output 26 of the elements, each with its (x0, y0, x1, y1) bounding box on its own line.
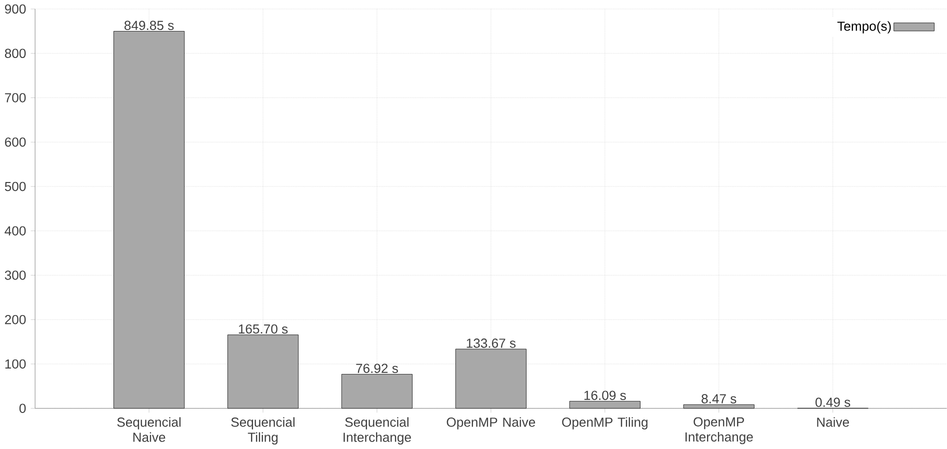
y-tick-label: 100 (5, 359, 26, 369)
x-tick-label: Sequencial Naive (117, 417, 181, 442)
y-tick-label: 200 (5, 315, 26, 324)
data-label: 76.92 s (356, 364, 398, 374)
y-tick-label: 900 (4, 4, 26, 14)
legend-label: Tempo(s) (837, 21, 891, 34)
data-label: 16.09 s (584, 390, 626, 400)
y-tick-label: 500 (4, 182, 26, 192)
y-tick-label: 0 (19, 404, 26, 414)
x-tick-label: OpenMP Naive (446, 417, 536, 430)
y-tick-label: 300 (4, 270, 26, 280)
y-tick-label: 800 (4, 48, 26, 58)
data-label: 849.85 s (124, 20, 174, 30)
x-tick-label: OpenMP Interchange (686, 417, 753, 444)
x-tick-label: Naive (817, 417, 849, 427)
bar (569, 401, 640, 409)
y-tick-label: 600 (5, 138, 26, 147)
x-tick-label: Sequencial Interchange (344, 417, 411, 445)
data-label: 165.70 s (238, 324, 288, 334)
x-tick-label: Sequencial Tiling (231, 417, 295, 445)
data-label: 0.49 s (816, 398, 850, 407)
data-label: 133.67 s (466, 338, 516, 348)
y-tick-label: 700 (5, 93, 26, 102)
x-tick-label: OpenMP Tiling (562, 417, 648, 430)
y-tick-label: 400 (4, 226, 26, 236)
data-label: 8.47 s (702, 394, 736, 404)
